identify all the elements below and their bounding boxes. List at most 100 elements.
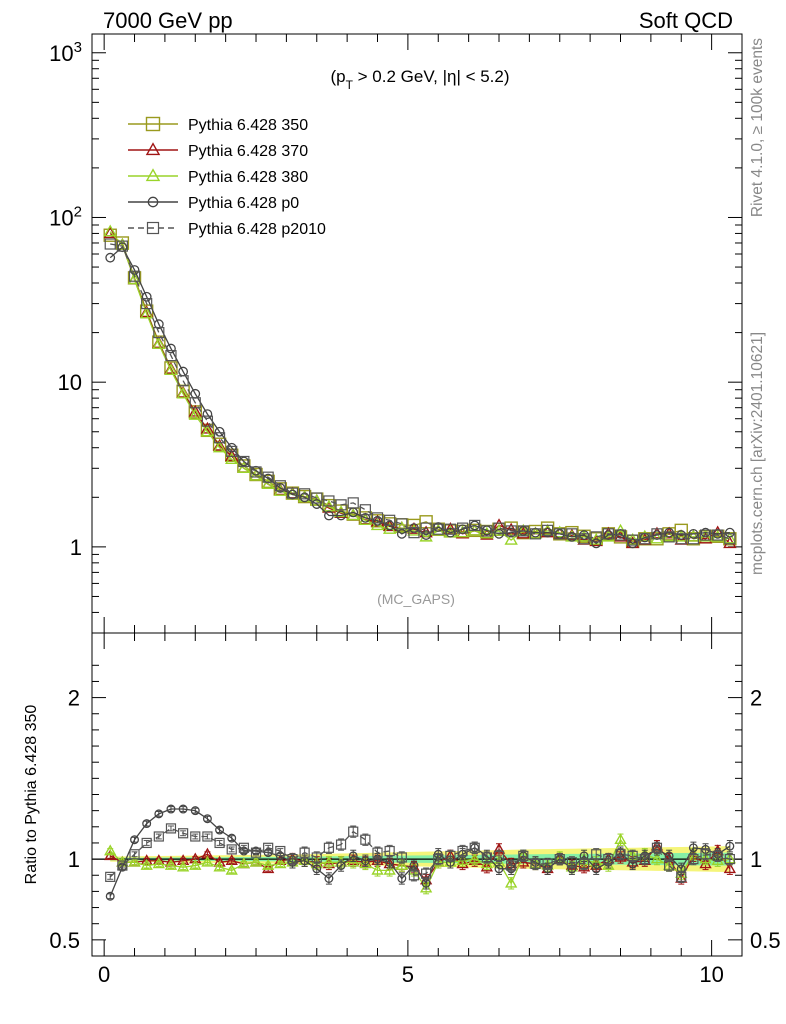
- data-point: [591, 538, 602, 549]
- ratio-point: [105, 891, 115, 901]
- data-point: [724, 533, 736, 545]
- data-point: [261, 474, 275, 489]
- ratio-frame: [91, 632, 743, 957]
- ratio-series-line: [109, 808, 731, 897]
- series-1: [103, 226, 737, 549]
- series-line: [110, 243, 731, 541]
- ratio-point: [202, 814, 212, 824]
- ratio-point: [324, 874, 334, 883]
- data-point: [202, 409, 213, 419]
- ratio-point: [323, 842, 335, 853]
- ratio-point: [385, 857, 395, 867]
- ratio-point: [117, 860, 128, 871]
- data-point: [699, 529, 712, 541]
- data-point: [165, 349, 177, 362]
- ratio-point: [433, 853, 444, 865]
- data-point: [481, 525, 493, 537]
- data-point: [262, 471, 274, 483]
- ratio-point: [518, 850, 529, 861]
- ratio-point: [505, 876, 518, 888]
- ratio-point: [237, 857, 251, 869]
- ratio-point: [688, 853, 699, 865]
- mcplots-label: mcplots.cern.ch [arXiv:2401.10621]: [749, 332, 766, 575]
- ratio-point: [164, 858, 178, 870]
- ratio-point: [676, 871, 687, 882]
- data-point: [395, 520, 409, 533]
- data-point: [104, 238, 116, 250]
- data-point: [567, 531, 577, 542]
- data-point: [225, 452, 239, 465]
- data-point: [105, 252, 116, 263]
- legend-label: Pythia 6.428 350: [188, 117, 308, 134]
- ratio-point: [578, 858, 590, 870]
- data-point: [700, 527, 711, 538]
- ratio-ylabel: Ratio to Pythia 6.428 350: [23, 705, 40, 885]
- series-0: [103, 228, 737, 549]
- data-point: [627, 534, 639, 546]
- ratio-point: [189, 858, 202, 870]
- ratio-point: [190, 806, 200, 816]
- rivet-label: Rivet 4.1.0, ≥ 100k events: [749, 38, 766, 217]
- data-point: [553, 525, 567, 538]
- ratio-point: [371, 863, 384, 875]
- ratio-point: [530, 858, 541, 870]
- data-point: [176, 386, 190, 399]
- data-point: [103, 224, 117, 237]
- data-point: [396, 528, 407, 539]
- ratio-point: [178, 828, 189, 839]
- data-point: [189, 397, 201, 409]
- data-point: [225, 449, 239, 461]
- ratio-point: [408, 870, 420, 881]
- main-panel: 1 10 102 103 (pT > 0.2 GeV, |η| < 5.2) (MC_GA…: [49, 33, 743, 634]
- ratio-point: [384, 845, 395, 857]
- ratio-point: [227, 833, 237, 843]
- ratio-point: [176, 860, 190, 872]
- data-point: [358, 513, 373, 526]
- data-point: [698, 531, 713, 544]
- ratio-point: [213, 860, 226, 872]
- data-point: [335, 499, 347, 511]
- ratio-point: [202, 831, 213, 842]
- ratio-point: [214, 837, 225, 849]
- ratio-point: [130, 835, 139, 845]
- data-point: [529, 528, 542, 540]
- ratio-point: [468, 852, 481, 864]
- ratio-point: [421, 868, 432, 879]
- ratio-point: [566, 857, 578, 868]
- data-point: [213, 432, 226, 444]
- data-point: [420, 522, 432, 534]
- data-point: [601, 529, 616, 542]
- legend-marker: [145, 142, 161, 156]
- data-point: [566, 528, 578, 540]
- ratio-point: [142, 819, 152, 829]
- ratio-point: [419, 881, 433, 893]
- data-point: [188, 408, 202, 420]
- ratio-series-line: [109, 838, 730, 890]
- legend-label: Pythia 6.428 p0: [188, 195, 299, 212]
- ratio-point: [190, 831, 201, 842]
- data-point: [200, 424, 215, 437]
- ratio-point: [249, 855, 263, 867]
- legend-label: Pythia 6.428 370: [188, 143, 308, 160]
- ratio-point: [664, 860, 675, 871]
- ratio-point: [275, 845, 286, 857]
- data-point: [651, 528, 663, 540]
- ratio-point: [627, 850, 638, 861]
- data-point: [480, 526, 494, 539]
- legend-marker: [146, 221, 160, 235]
- data-point: [128, 270, 141, 282]
- data-point: [201, 415, 214, 427]
- ratio-point: [348, 851, 358, 861]
- data-point: [261, 477, 275, 489]
- ratio-point: [469, 842, 480, 853]
- ratio-point: [152, 857, 165, 869]
- y-tick-label: 103: [49, 39, 82, 66]
- data-point: [663, 531, 675, 543]
- ratio-point: [312, 864, 322, 874]
- legend-label: Pythia 6.428 380: [188, 169, 308, 186]
- watermark: (MC_GAPS): [377, 591, 455, 607]
- ratio-point: [299, 847, 310, 858]
- ratio-point: [336, 861, 346, 871]
- ratio-point: [201, 855, 214, 867]
- data-point: [127, 272, 142, 285]
